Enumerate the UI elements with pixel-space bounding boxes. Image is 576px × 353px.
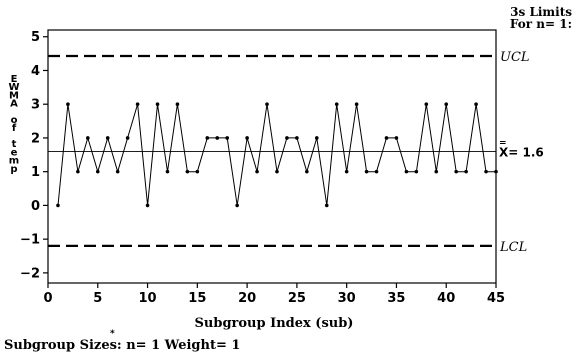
data-point [384, 136, 389, 140]
data-point [225, 136, 229, 140]
limits-header-line-1: 3s Limits [510, 5, 572, 19]
data-point [484, 169, 488, 174]
ucl-label: UCL [500, 50, 530, 65]
data-point [305, 169, 309, 174]
data-point [165, 169, 170, 174]
y-tick-label: 4 [31, 64, 40, 79]
data-point [86, 136, 90, 140]
data-point [265, 102, 269, 107]
data-point [404, 169, 409, 174]
x-tick-label: 35 [387, 291, 405, 306]
y-tick-label: 5 [31, 30, 40, 45]
y-tick-label: 1 [31, 165, 40, 180]
data-point [255, 169, 259, 174]
data-point [454, 169, 458, 174]
plot-frame [47, 29, 497, 284]
center-bar-mark: = [499, 138, 507, 148]
y-tick-label: −2 [20, 266, 40, 281]
data-point [494, 169, 498, 174]
x-tick-label: 30 [338, 291, 356, 306]
data-point [374, 169, 379, 174]
x-tick-label: 15 [188, 291, 206, 306]
y-axis-label-char: A [10, 99, 18, 110]
lcl-label: LCL [499, 240, 527, 255]
x-tick-label: 25 [288, 291, 306, 306]
data-point [185, 169, 190, 174]
y-tick-label: 3 [31, 98, 40, 113]
x-tick-label: 10 [139, 291, 157, 306]
data-point [334, 102, 339, 107]
x-tick-label: 0 [43, 291, 52, 306]
data-point [235, 203, 239, 208]
y-axis-label-char: E [11, 74, 18, 85]
data-point [155, 102, 160, 107]
data-point [344, 169, 349, 174]
y-axis-label-char: W [8, 82, 19, 93]
data-point [205, 136, 210, 140]
data-point [56, 203, 60, 208]
x-tick-label: 5 [93, 291, 102, 306]
data-point [175, 102, 180, 107]
data-point [275, 169, 279, 174]
data-point [245, 136, 249, 140]
limits-header-line-2: For n= 1: [510, 17, 572, 31]
data-point [424, 102, 429, 107]
series-line [57, 104, 496, 206]
data-point [215, 136, 220, 140]
data-point [95, 169, 100, 174]
data-point [434, 169, 439, 174]
data-point [195, 169, 200, 174]
x-tick-label: 20 [238, 291, 256, 306]
y-tick-label: 0 [31, 199, 40, 214]
y-tick-label: −1 [20, 233, 40, 248]
data-point [464, 169, 468, 174]
data-point [115, 169, 120, 174]
y-axis-label-char: M [9, 90, 19, 101]
y-axis-label-char: f [12, 123, 17, 134]
data-point [364, 169, 369, 174]
y-axis-label-char: m [9, 156, 19, 167]
y-axis-label-char: p [10, 164, 17, 175]
y-axis-label-char: t [12, 139, 17, 150]
data-point [324, 203, 329, 208]
data-point [135, 102, 140, 107]
data-point [295, 136, 299, 140]
footer-subgroup-info: Subgroup Sizes: n= 1 Weight= 1 [4, 338, 240, 353]
data-point [444, 102, 449, 107]
data-point [66, 102, 70, 107]
data-point [145, 203, 150, 208]
x-tick-label: 45 [487, 291, 505, 306]
data-point [285, 136, 289, 140]
footer-star-mark: * [110, 329, 115, 339]
data-point [105, 136, 110, 140]
data-point [354, 102, 359, 107]
x-tick-label: 40 [437, 291, 455, 306]
x-axis-label: Subgroup Index (sub) [195, 316, 354, 331]
data-point [394, 136, 399, 140]
data-point [315, 136, 319, 140]
data-point [414, 169, 419, 174]
data-point [125, 136, 130, 140]
y-axis-label-char: o [11, 115, 18, 126]
y-tick-label: 2 [31, 131, 40, 146]
data-point [474, 102, 478, 107]
data-point [76, 169, 80, 174]
y-axis-label-char: e [11, 147, 18, 158]
center-line-label: X= 1.6 [499, 145, 544, 159]
